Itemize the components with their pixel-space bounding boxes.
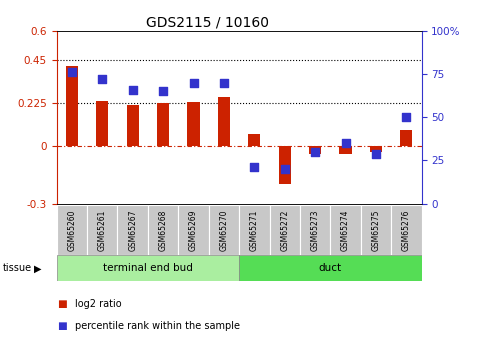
Point [129, 87, 137, 92]
Text: GSM65260: GSM65260 [68, 209, 76, 251]
Text: log2 ratio: log2 ratio [75, 299, 122, 308]
Bar [117, 205, 148, 255]
Point [342, 140, 350, 146]
Bar [279, 146, 291, 184]
Bar [400, 130, 412, 146]
Text: ■: ■ [57, 299, 67, 308]
Bar [66, 66, 78, 146]
Bar [218, 97, 230, 146]
Bar [361, 205, 391, 255]
Bar [239, 255, 422, 281]
Text: GSM65270: GSM65270 [219, 209, 228, 251]
Text: terminal end bud: terminal end bud [103, 263, 193, 273]
Text: GSM65267: GSM65267 [128, 209, 137, 251]
Text: tissue: tissue [2, 264, 32, 273]
Bar [391, 205, 422, 255]
Bar [270, 205, 300, 255]
Bar [339, 146, 352, 154]
Bar [87, 205, 117, 255]
Point [189, 80, 197, 86]
Point [372, 151, 380, 156]
Point [159, 89, 167, 94]
Point [402, 115, 410, 120]
Point [98, 77, 106, 82]
Text: GSM65276: GSM65276 [402, 209, 411, 251]
Bar [239, 205, 270, 255]
Point [281, 166, 288, 172]
Text: GSM65261: GSM65261 [98, 209, 107, 251]
Text: GSM65271: GSM65271 [250, 209, 259, 251]
Bar [330, 205, 361, 255]
Bar [57, 205, 87, 255]
Text: ▶: ▶ [34, 264, 41, 273]
Text: ■: ■ [57, 321, 67, 331]
Text: GSM65273: GSM65273 [311, 209, 319, 251]
Bar [309, 146, 321, 154]
Text: GSM65272: GSM65272 [280, 209, 289, 251]
Bar [148, 205, 178, 255]
Bar [57, 255, 239, 281]
Point [250, 165, 258, 170]
Point [311, 149, 319, 155]
Text: GSM65269: GSM65269 [189, 209, 198, 251]
Bar [127, 105, 139, 146]
Bar [157, 103, 169, 146]
Bar [96, 101, 108, 146]
Point [220, 80, 228, 86]
Bar [370, 146, 382, 152]
Bar [187, 102, 200, 146]
Text: GSM65274: GSM65274 [341, 209, 350, 251]
Bar [178, 205, 209, 255]
Text: GSM65275: GSM65275 [371, 209, 381, 251]
Bar [209, 205, 239, 255]
Text: percentile rank within the sample: percentile rank within the sample [75, 321, 241, 331]
Bar [300, 205, 330, 255]
Bar [248, 134, 260, 146]
Point [68, 70, 76, 75]
Text: GDS2115 / 10160: GDS2115 / 10160 [145, 16, 269, 30]
Text: duct: duct [319, 263, 342, 273]
Text: GSM65268: GSM65268 [159, 209, 168, 251]
